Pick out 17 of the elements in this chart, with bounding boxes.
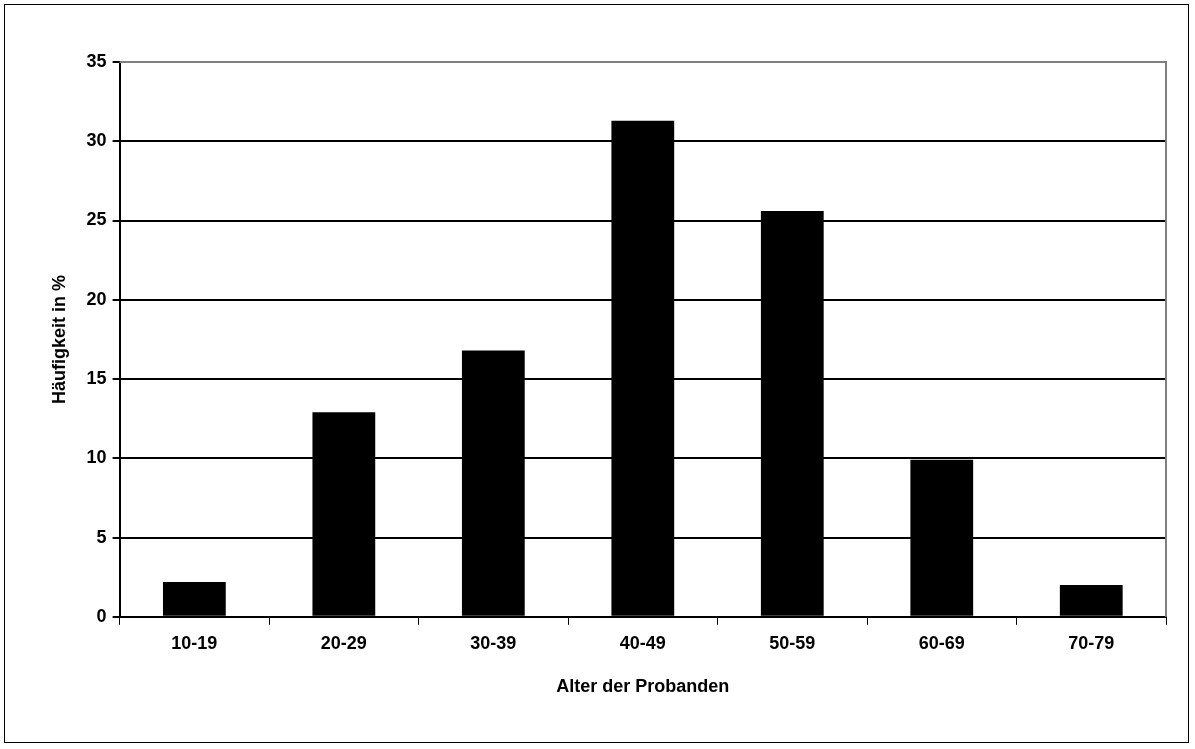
y-tick-label: 0 bbox=[96, 605, 107, 626]
x-tick-label: 10-19 bbox=[171, 632, 218, 653]
y-tick-label: 25 bbox=[86, 209, 107, 230]
x-tick-label: 30-39 bbox=[470, 632, 517, 653]
x-tick-label: 70-79 bbox=[1068, 632, 1115, 653]
y-axis-title: Häufigkeit in % bbox=[48, 274, 69, 404]
x-tick-label: 60-69 bbox=[918, 632, 965, 653]
x-tick-label: 40-49 bbox=[619, 632, 666, 653]
y-tick-label: 20 bbox=[86, 288, 107, 309]
x-tick-label: 20-29 bbox=[320, 632, 367, 653]
y-tick-label: 10 bbox=[86, 447, 107, 468]
y-tick-label: 15 bbox=[86, 368, 107, 388]
x-tick-label: 50-59 bbox=[769, 632, 816, 653]
y-tick-label: 30 bbox=[86, 130, 107, 151]
y-tick-label: 5 bbox=[96, 526, 107, 547]
x-axis-title: Alter der Probanden bbox=[556, 676, 730, 697]
y-tick-label: 35 bbox=[86, 50, 107, 71]
